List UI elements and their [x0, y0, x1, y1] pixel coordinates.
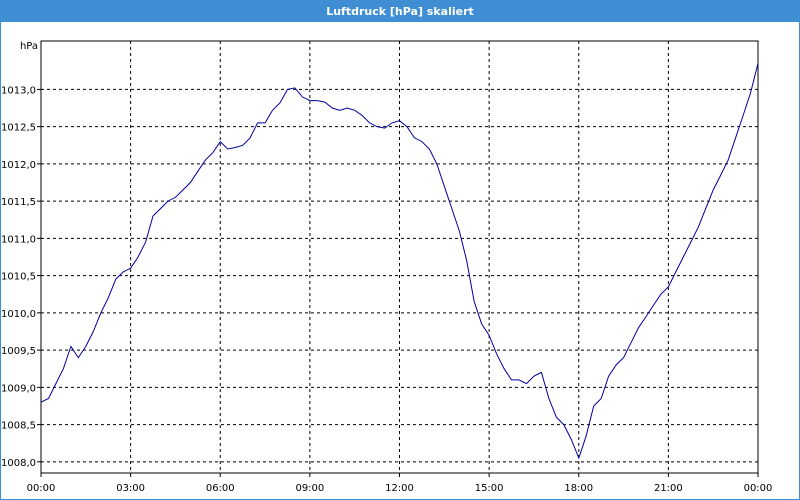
x-tick-time-label: 15:00: [475, 483, 504, 494]
y-tick-label: 1013,0: [1, 85, 36, 96]
chart-plot: 1008,0 1008,5 1009,0 1009,5 1010,0 1010,5 1011…: [1, 40, 780, 500]
x-tick-time-label: 09:00: [295, 483, 324, 494]
y-tick-label: 1012,5: [1, 123, 36, 134]
x-tick-time-label: 00:00: [744, 483, 773, 494]
y-tick-label: 1010,0: [1, 309, 36, 320]
chart-title: Luftdruck [hPa] skaliert: [0, 0, 800, 22]
y-tick-label: 1008,0: [1, 458, 36, 469]
y-tick-label: 1009,5: [1, 346, 36, 357]
x-tick-time-label: 21:00: [654, 483, 683, 494]
y-tick-label: 1012,0: [1, 160, 36, 171]
x-tick-time-label: 06:00: [206, 483, 235, 494]
y-tick-label: 1009,0: [1, 383, 36, 394]
x-tick-time-label: 18:00: [564, 483, 593, 494]
x-tick-time-label: 12:00: [385, 483, 414, 494]
y-tick-label: 1008,5: [1, 421, 36, 432]
y-axis-label: hPa: [20, 41, 38, 52]
y-tick-label: 1011,5: [1, 197, 36, 208]
x-tick-time-label: 00:00: [27, 483, 56, 494]
pressure-line: [40, 63, 759, 460]
y-tick-label: 1010,5: [1, 272, 36, 283]
y-axis: 1008,0 1008,5 1009,0 1009,5 1010,0 1010,5 1011…: [1, 85, 41, 469]
x-axis: 00:0009.03.1703:0009.03.1706:0009.03.170…: [19, 473, 780, 500]
x-tick-time-label: 03:00: [116, 483, 145, 494]
y-tick-label: 1011,0: [1, 234, 36, 245]
grid-lines: [41, 41, 758, 473]
